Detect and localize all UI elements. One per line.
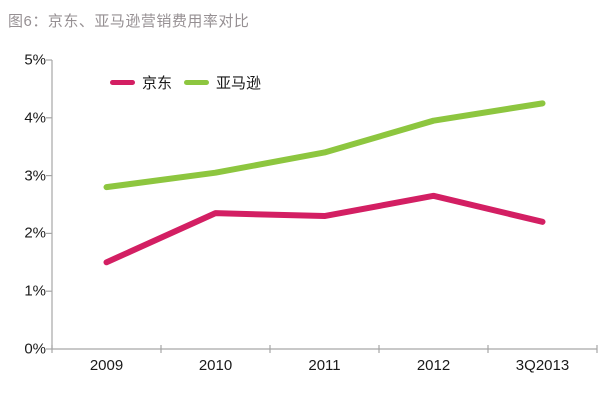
amazon-line-swatch — [184, 79, 210, 85]
legend-label-amazon: 亚马逊 — [216, 74, 262, 92]
legend-label-jd: 京东 — [142, 74, 173, 92]
x-tick-label: 2011 — [308, 357, 341, 374]
legend: 京东 亚马逊 — [110, 72, 261, 93]
y-tick-label: 2% — [24, 224, 46, 242]
legend-item-jd: 京东 — [110, 72, 172, 93]
legend-item-amazon: 亚马逊 — [184, 72, 261, 93]
y-tick-label: 1% — [24, 282, 46, 300]
x-tick-label: 2009 — [89, 357, 124, 374]
amazon-series-line — [103, 100, 546, 191]
y-tick-label: 4% — [24, 109, 46, 127]
chart-title: 图6：京东、亚马逊营销费用率对比 — [8, 13, 250, 30]
x-tick-label: 3Q2013 — [515, 357, 570, 374]
y-tick-label: 5% — [24, 51, 46, 69]
y-tick-label: 3% — [24, 167, 46, 185]
jd-series-line — [103, 192, 546, 266]
x-tick-label: 2012 — [416, 357, 451, 374]
y-tick-label: 0% — [24, 340, 46, 358]
jd-line-swatch — [110, 79, 135, 85]
x-tick-label: 2010 — [198, 357, 233, 374]
